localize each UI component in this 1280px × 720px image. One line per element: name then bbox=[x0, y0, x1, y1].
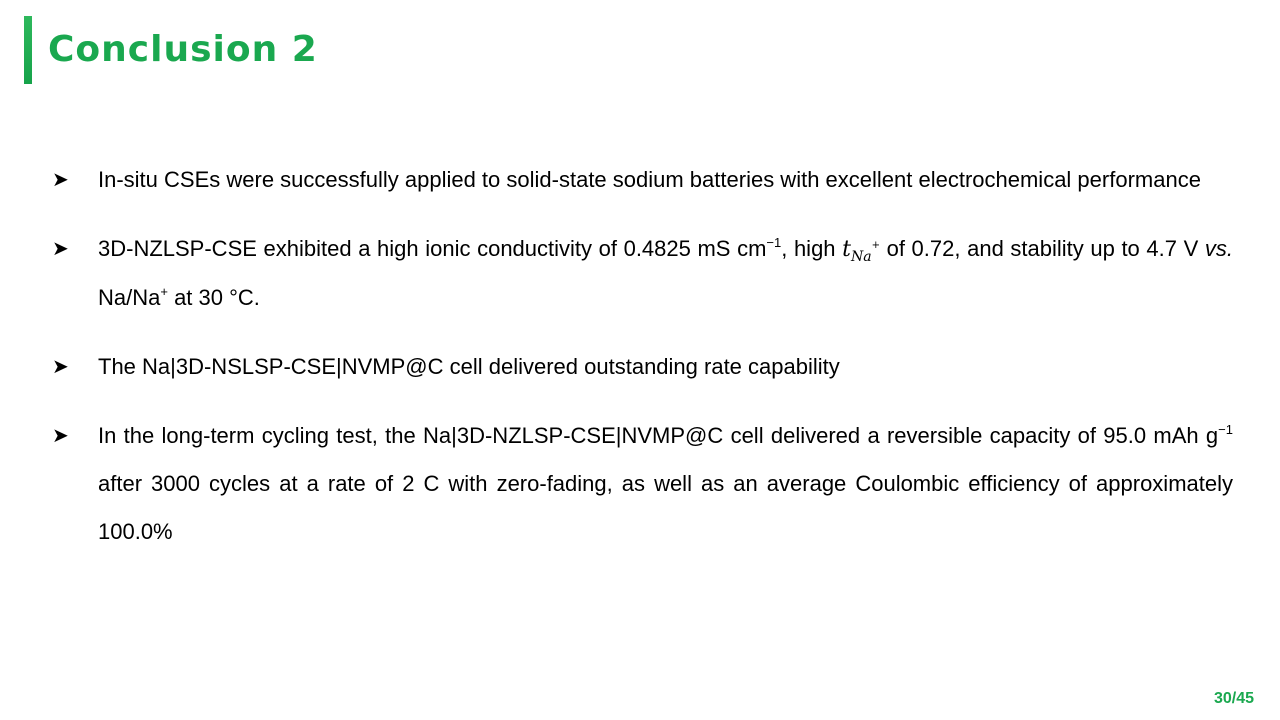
arrowhead-bullet-icon: ➤ bbox=[52, 356, 69, 378]
superscript: −1 bbox=[1218, 422, 1233, 437]
math-subscript: Na bbox=[851, 249, 872, 265]
bullet-item: ➤ 3D-NZLSP-CSE exhibited a high ionic co… bbox=[48, 225, 1233, 322]
arrowhead-bullet-icon: ➤ bbox=[52, 425, 69, 447]
arrowhead-bullet-icon: ➤ bbox=[52, 238, 69, 260]
bullet-text: 3D-NZLSP-CSE exhibited a high ionic cond… bbox=[98, 236, 767, 261]
transference-number-symbol: tNa+ bbox=[842, 237, 880, 265]
bullet-list: ➤ In-situ CSEs were successfully applied… bbox=[48, 156, 1233, 577]
bullet-text: The Na|3D-NSLSP-CSE|NVMP@C cell delivere… bbox=[98, 354, 840, 379]
math-t: t bbox=[842, 237, 851, 262]
superscript: + bbox=[160, 284, 168, 299]
slide-title: Conclusion 2 bbox=[48, 29, 318, 70]
title-accent-bar bbox=[24, 16, 32, 84]
bullet-item: ➤ In the long-term cycling test, the Na|… bbox=[48, 412, 1233, 556]
bullet-item: ➤ In-situ CSEs were successfully applied… bbox=[48, 156, 1233, 204]
bullet-text: , high bbox=[781, 236, 843, 261]
math-superscript: + bbox=[871, 240, 880, 251]
bullet-text: at 30 °C. bbox=[167, 285, 260, 310]
italic-text: vs. bbox=[1204, 236, 1233, 261]
superscript: −1 bbox=[766, 235, 782, 250]
bullet-text: after 3000 cycles at a rate of 2 C with … bbox=[98, 471, 1233, 544]
bullet-text: of 0.72, and stability up to 4.7 V bbox=[880, 236, 1205, 261]
bullet-text: In the long-term cycling test, the Na|3D… bbox=[98, 423, 1219, 448]
bullet-text: Na/Na bbox=[98, 285, 161, 310]
page-number: 30/45 bbox=[1213, 690, 1254, 707]
bullet-text: In-situ CSEs were successfully applied t… bbox=[98, 167, 1201, 192]
arrowhead-bullet-icon: ➤ bbox=[52, 169, 69, 191]
bullet-item: ➤ The Na|3D-NSLSP-CSE|NVMP@C cell delive… bbox=[48, 343, 1233, 391]
